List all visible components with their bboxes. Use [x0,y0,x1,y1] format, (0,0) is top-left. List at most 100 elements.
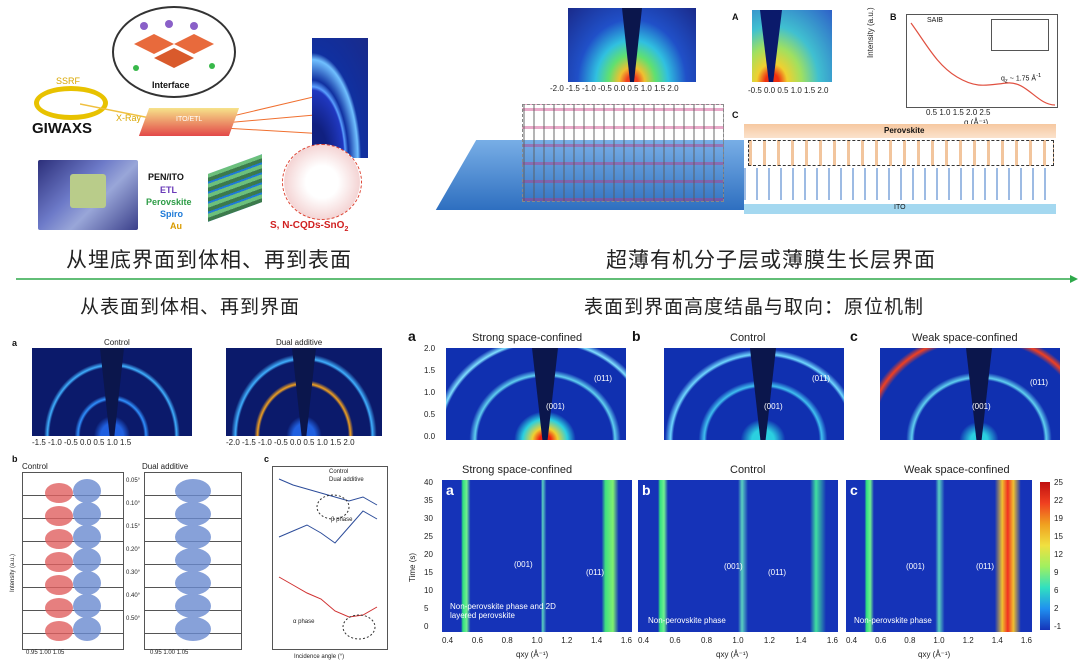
etl-label: ETL [160,185,177,195]
br-qxy-c-5: 1.4 [991,636,1003,645]
ito-etl-label: ITO/ETL [176,116,203,123]
panel-C-perovskite-label: Perovskite [884,126,925,135]
ssrf-ring [34,86,108,120]
br-top-b-peak1: (001) [764,402,783,411]
br-top-b-wedge [750,348,776,440]
bl-legend-2: Dual additive [329,477,364,483]
br-qxy-c-2: 0.8 [904,636,916,645]
bl-dual-profiles [144,472,242,650]
cqds-label: S, N-CQDs-SnO2 [270,220,348,233]
caption-bottom-right: 表面到界面高度结晶与取向：原位机制 [584,296,925,318]
diffraction-pattern [312,38,368,158]
br-time-tick-7: 5 [424,604,429,613]
br-qxy-c-0: 0.4 [846,636,858,645]
br-qxy-a-4: 1.2 [561,636,573,645]
panel-B-curve [910,22,1056,106]
qz-peak-label: qz ~ 1.75 Å-1 [1001,73,1041,85]
br-time-tick-3: 25 [424,532,433,541]
br-bot-b-map: b (001) (011) Non-perovskite phase [638,480,838,632]
br-bot-c-peak2: (011) [976,562,995,571]
br-bot-c-letter: c [850,482,858,498]
br-qz-tick-3: 0.5 [424,410,436,419]
xray-label: X-Ray [116,113,142,123]
br-bot-a-note: Non-perovskite phase and 2D layered pero… [450,602,556,620]
cqds-text: S, N-CQDs-SnO [270,220,345,231]
br-bot-a-peak2: (011) [586,568,605,577]
spiro-label: Spiro [160,209,184,219]
bl-control-map [32,348,192,436]
panel-C-organic-layer [748,140,1054,166]
br-bot-b-title: Control [730,464,766,476]
br-qxy-a-5: 1.4 [591,636,603,645]
saib-label: SAIB [927,17,943,24]
br-qxy-a-1: 0.6 [471,636,483,645]
bl-control-profiles [22,472,124,650]
perovskite-lattice [133,20,215,71]
br-top-b-peak2: (011) [812,374,831,383]
qz-peak-exponent: -1 [1036,73,1042,79]
divider-arrow [16,275,1078,283]
br-qxy-a-0: 0.4 [442,636,454,645]
br-top-c-peak2: (011) [1030,378,1049,387]
br-top-c-letter: c [850,328,858,344]
br-bot-a-title: Strong space-confined [462,464,573,476]
bl-b-dual-title: Dual additive [142,462,189,471]
br-cbar-8: -1 [1054,622,1062,631]
bl-dual-peaks [175,479,211,641]
br-top-a-peak2: (011) [594,374,613,383]
br-qxy-b-5: 1.4 [795,636,807,645]
bl-dual-title: Dual additive [276,338,323,347]
br-bot-b-peak1: (001) [724,562,743,571]
br-qxy-label-a: qxy (Å⁻¹) [516,650,549,659]
bl-control-peaks [45,479,101,641]
bl-dual-map [226,348,382,436]
br-top-b-map: (001) (011) [664,348,844,440]
beamstop-wedge [622,8,642,82]
bl-dual-xaxis: -2.0 -1.5 -1.0 -0.5 0.0 0.5 1.0 1.5 2.0 [226,438,355,447]
br-qxy-c-1: 0.6 [875,636,887,645]
br-top-c-map: (001) (011) [880,348,1060,440]
br-bot-a-peak1: (001) [514,560,533,569]
br-cbar-4: 12 [1054,550,1063,559]
br-top-c-peak1: (001) [972,402,991,411]
br-qxy-label-c: qxy (Å⁻¹) [918,650,951,659]
pen-ito-label: PEN/ITO [148,172,184,182]
bottom-left-figure: a Control Dual additive -1.5 -1.0 -0.5 0… [8,336,400,666]
br-time-tick-6: 10 [424,586,433,595]
bl-panel-c-curves [278,478,378,640]
panel-C-ito-label: ITO [894,204,906,211]
bl-b-control-title: Control [22,462,48,471]
panel-B-label: B [890,12,897,22]
br-time-label: Time (s) [408,552,417,582]
br-bot-a-map: a (001) (011) Non-perovskite phase and 2… [442,480,632,632]
br-qxy-c-4: 1.2 [962,636,974,645]
br-time-ticks: 40 35 30 25 20 15 10 5 0 [424,478,440,638]
br-bot-b-peak2: (011) [768,568,787,577]
br-colorbar [1040,482,1050,630]
bl-angle-5: 0.30° [126,570,141,576]
br-top-a-map: (001) (011) [446,348,626,440]
bl-control-wedge [100,348,124,436]
bl-control-xticks: 0.95 1.00 1.05 [26,650,65,656]
caption-top-right: 超薄有机分子层或薄膜生长层界面 [606,248,936,272]
br-qxy-b-3: 1.0 [732,636,744,645]
br-qxy-ticks-a: 0.4 0.6 0.8 1.0 1.2 1.4 1.6 [442,636,632,645]
panel-C-molecules [744,168,1056,200]
qz-peak-value: ~ 1.75 Å [1009,75,1037,83]
cqds-subscript: 2 [344,226,349,233]
layer-stack [208,154,262,222]
br-bot-b-note: Non-perovskite phase [648,616,726,625]
bl-intensity-label: Intensity (a.u.) [10,553,16,592]
br-qxy-c-3: 1.0 [933,636,945,645]
br-cbar-3: 15 [1054,532,1063,541]
bl-beta-label: β phase [331,517,353,523]
br-qxy-a-2: 0.8 [501,636,513,645]
br-top-b-title: Control [730,332,766,344]
br-bot-c-note: Non-perovskite phase [854,616,932,625]
cqds-molecule [282,144,362,220]
br-qz-tick-4: 0.0 [424,432,436,441]
br-bot-c-title: Weak space-confined [904,464,1010,476]
bl-panel-c-plot: Control Dual additive β phase α phase [272,466,388,650]
br-colorbar-ticks: 25 22 19 15 12 9 6 2 -1 [1054,478,1074,634]
br-bot-c-peak1: (001) [906,562,925,571]
